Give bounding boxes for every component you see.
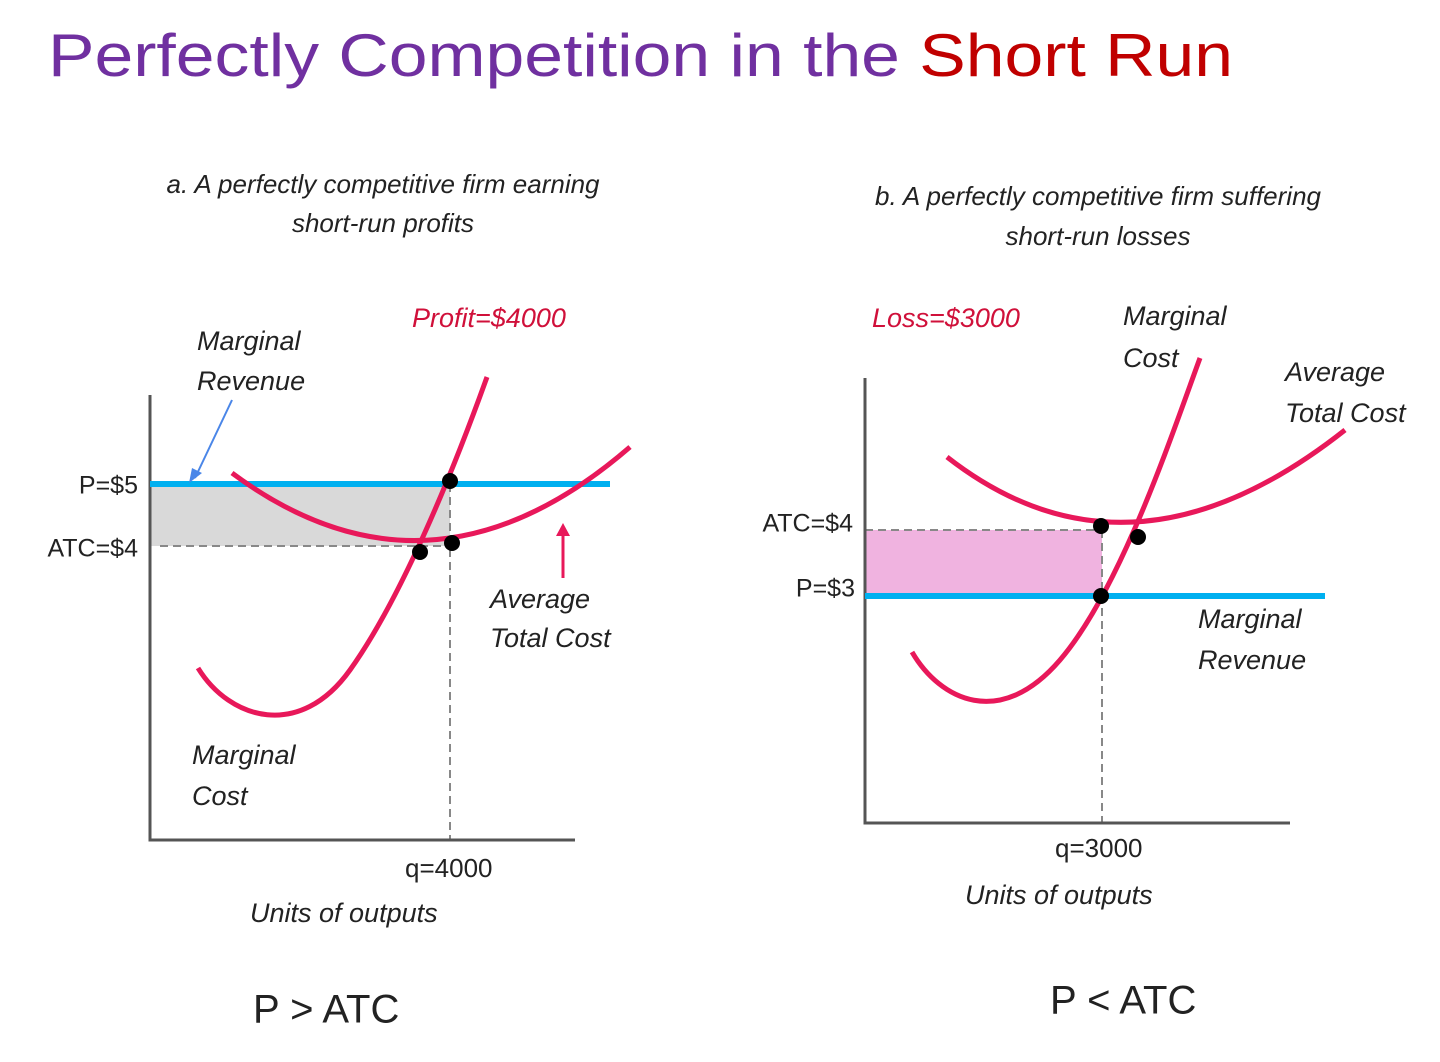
axes xyxy=(863,378,1290,825)
point xyxy=(412,544,428,560)
axes xyxy=(148,395,575,842)
arrow-head xyxy=(189,468,202,483)
atc-curve-label: Total Cost xyxy=(1285,398,1407,428)
point xyxy=(444,535,460,551)
loss-area xyxy=(865,530,1102,596)
conclusion: P > ATC xyxy=(253,988,399,1032)
conclusion: P < ATC xyxy=(1050,979,1196,1023)
caption: a. A perfectly competitive firm earning xyxy=(166,169,600,199)
mc-curve xyxy=(195,376,490,718)
mc-label: Cost xyxy=(192,781,249,811)
panel-b: b. A perfectly competitive firm sufferin… xyxy=(762,181,1407,1023)
mr-label: Marginal xyxy=(1198,604,1303,634)
mc-label: Cost xyxy=(1123,343,1180,373)
point xyxy=(442,473,458,489)
title-part: Short Run xyxy=(919,22,1233,89)
caption: short-run profits xyxy=(292,208,474,238)
atc-curve-label: Total Cost xyxy=(490,623,612,653)
atc-curve-label: Average xyxy=(488,584,590,614)
caption: b. A perfectly competitive firm sufferin… xyxy=(875,181,1322,211)
atc-curve xyxy=(230,445,632,544)
price-label: P=$5 xyxy=(79,472,138,500)
mr-label: Revenue xyxy=(1198,645,1306,675)
annotation: Loss=$3000 xyxy=(872,303,1020,333)
title-part: Perfectly Competition in the xyxy=(48,22,919,89)
price-label: P=$3 xyxy=(796,575,855,603)
mc-label: Marginal xyxy=(192,740,297,770)
slide-title: Perfectly Competition in the Short Run xyxy=(48,22,1233,89)
caption: short-run losses xyxy=(1006,221,1191,251)
arrow-head xyxy=(556,523,570,536)
point xyxy=(1093,518,1109,534)
atc-curve xyxy=(945,428,1347,525)
atc-label: ATC=$4 xyxy=(762,510,853,538)
q-label: q=3000 xyxy=(1055,833,1142,863)
q-label: q=4000 xyxy=(405,853,492,883)
x-axis-label: Units of outputs xyxy=(965,880,1153,910)
x-axis-label: Units of outputs xyxy=(250,898,438,928)
mr-label: Revenue xyxy=(197,366,305,396)
annotation: Profit=$4000 xyxy=(412,303,566,333)
atc-label: ATC=$4 xyxy=(47,535,138,563)
point xyxy=(1130,529,1146,545)
atc-curve-label: Average xyxy=(1283,357,1385,387)
mc-curve xyxy=(909,357,1203,704)
mc-label: Marginal xyxy=(1123,301,1228,331)
panel-a: a. A perfectly competitive firm earning … xyxy=(47,169,632,1032)
mr-label: Marginal xyxy=(197,326,302,356)
point xyxy=(1093,588,1109,604)
arrow xyxy=(194,399,233,479)
